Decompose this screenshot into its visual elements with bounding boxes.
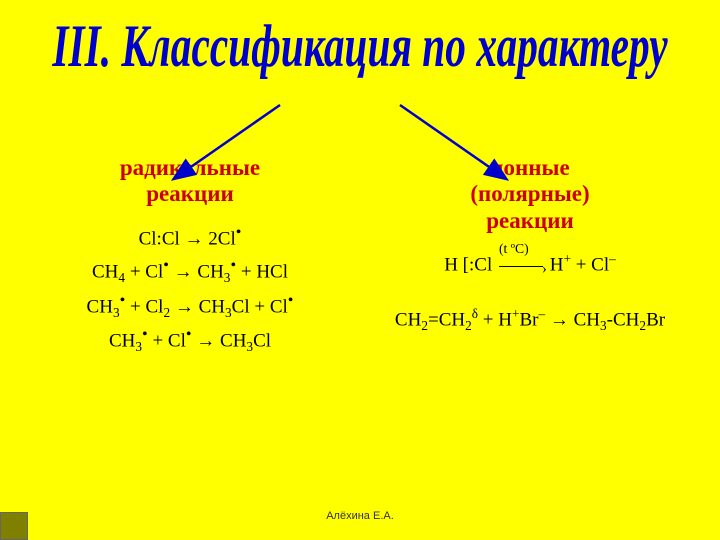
eq-left-3: CH3• + Cl2 → CH3Cl + Cl• [30,290,350,323]
slide-title: III. Классификация по характеру [29,0,691,81]
right-subtitle: ионные (полярные) реакции [370,155,690,234]
eq-left-2: CH4 + Cl• → CH3• + HCl [30,255,350,288]
content-area: радикальные реакции Cl:Cl → 2Cl• CH4 + C… [0,155,720,359]
right-subtitle-line2: (полярные) [470,181,589,206]
left-reactions: Cl:Cl → 2Cl• CH4 + Cl• → CH3• + HCl CH3•… [30,222,350,357]
slide-corner-marker [0,512,28,540]
right-reactions: H [:Cl (t ºC)› H+ + Cl– CH2=CH2δ + H+Br–… [370,250,690,336]
right-subtitle-line3: реакции [486,208,574,233]
eq-right-1: H [:Cl (t ºC)› H+ + Cl– [370,250,690,279]
left-subtitle: радикальные реакции [30,155,350,208]
left-subtitle-line1: радикальные [120,155,260,180]
right-subtitle-line1: ионные [490,155,569,180]
eq-right-2: CH2=CH2δ + H+Br– → CH3-CH2Br [370,305,690,336]
eq-left-4: CH3• + Cl• → CH3Cl [30,324,350,357]
left-column: радикальные реакции Cl:Cl → 2Cl• CH4 + C… [20,155,360,359]
footer-author: Алёхина Е.А. [0,510,720,522]
eq-left-1: Cl:Cl → 2Cl• [30,222,350,253]
left-subtitle-line2: реакции [146,181,234,206]
right-column: ионные (полярные) реакции H [:Cl (t ºC)›… [360,155,700,359]
